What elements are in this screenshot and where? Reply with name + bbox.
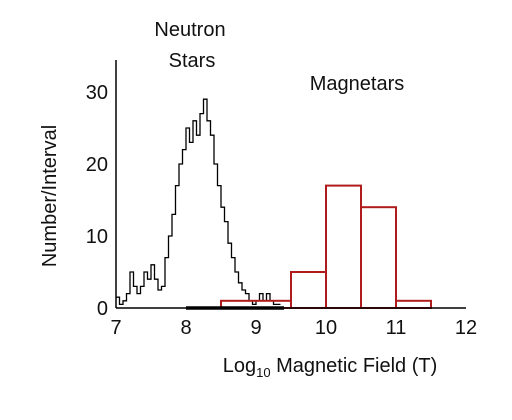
y-tick-label-2: 20 [86,154,108,176]
y-tick-label-3: 30 [86,82,108,104]
x-tick-label-9: 9 [250,317,261,339]
x-tick-label-10: 10 [315,317,337,339]
x-tick-label-8: 8 [180,317,191,339]
x-tick-label-7: 7 [110,317,121,339]
magnetar-bar-1 [290,271,327,309]
x-tick-label-12: 12 [455,317,477,339]
y-tick-label-1: 10 [86,226,108,248]
magnetar-bar-3 [360,206,397,309]
x-axis-title-rest: Magnetic Field (T) [271,355,438,377]
tick-group: 7 8 9 10 11 12 0 10 20 30 [86,82,477,339]
x-axis-title: Log10 Magnetic Field (T) [223,355,438,380]
x-axis-title-sub: 10 [256,365,270,380]
series-group [116,98,432,310]
x-axis-title-main: Log [223,355,256,377]
x-tick-label-11: 11 [386,317,407,339]
neutron-stars-annotation-line1: Neutron [154,19,225,41]
neutron-stars-annotation-line2: Stars [169,50,216,72]
magnetar-bar-2 [325,184,362,310]
y-tick-label-0: 0 [97,298,108,320]
axes-group [115,60,466,310]
magnetar-bar-4 [395,299,432,309]
y-axis-title: Number/Interval [39,125,61,267]
neutron-star-step-line [116,98,281,306]
magnetars-annotation: Magnetars [310,73,405,95]
